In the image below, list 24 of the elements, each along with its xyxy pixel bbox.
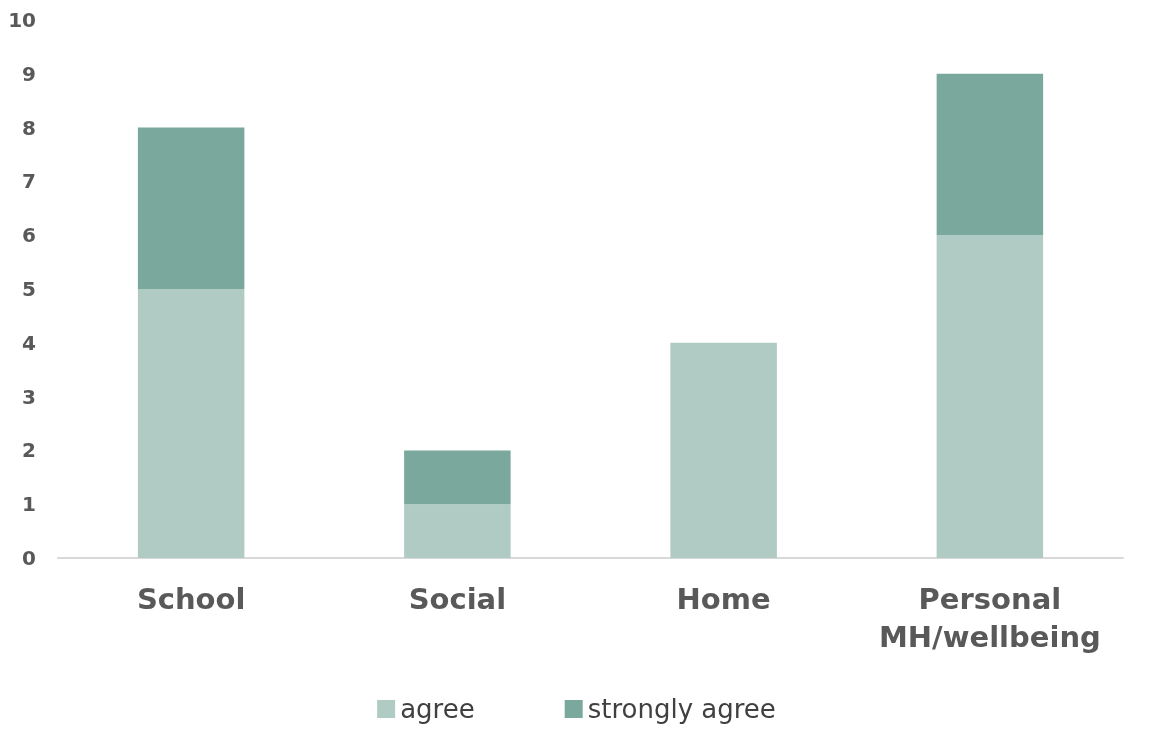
y-tick-label: 2 — [22, 438, 36, 463]
bar — [404, 450, 511, 505]
x-tick-label: Personal MH/wellbeing — [878, 582, 1101, 654]
y-tick-label: 0 — [22, 546, 36, 570]
bar — [936, 73, 1044, 236]
bar — [404, 504, 511, 558]
legend-label: agree — [400, 694, 475, 724]
y-tick-label: 4 — [22, 330, 36, 355]
legend-label: strongly agree — [587, 694, 776, 724]
y-tick-label: 7 — [22, 169, 36, 194]
bar — [936, 235, 1044, 558]
y-tick-label: 1 — [22, 492, 36, 517]
bar — [137, 127, 245, 289]
y-tick-label: 5 — [22, 277, 36, 301]
x-tick-label: Home — [676, 582, 771, 616]
bar — [137, 289, 245, 558]
y-tick-label: 10 — [8, 8, 36, 32]
bar — [670, 342, 777, 558]
x-tick-label: School — [136, 582, 246, 616]
y-tick-label: 9 — [22, 61, 36, 86]
y-tick-label: 6 — [22, 223, 36, 248]
y-tick-label: 8 — [22, 115, 36, 140]
x-tick-label: Social — [408, 582, 507, 616]
y-tick-label: 3 — [22, 384, 36, 409]
